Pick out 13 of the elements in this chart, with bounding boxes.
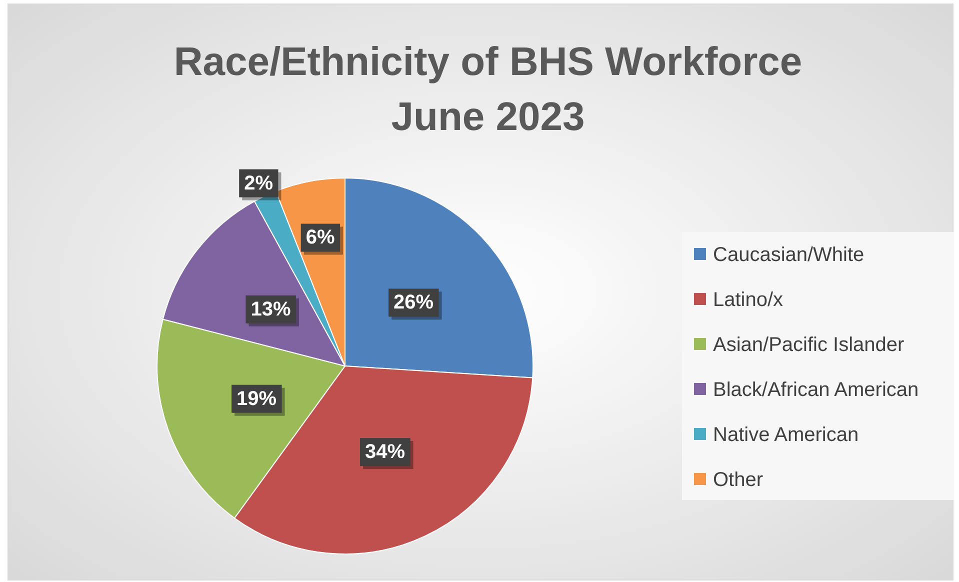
data-label: 6% — [306, 226, 336, 249]
data-label: 2% — [244, 172, 274, 194]
chart-title: Race/Ethnicity of BHS Workforce June 2023 — [174, 40, 802, 139]
legend-label: Native American — [713, 424, 859, 446]
data-label: 19% — [236, 388, 277, 410]
legend-label: Caucasian/White — [713, 244, 864, 266]
data-label: 34% — [365, 441, 406, 464]
legend-label: Black/African American — [713, 379, 919, 401]
data-label: 26% — [394, 292, 434, 314]
legend-label: Latino/x — [713, 289, 784, 311]
legend-label: Asian/Pacific Islander — [713, 334, 905, 356]
data-label: 13% — [250, 298, 291, 320]
legend-label: Other — [713, 469, 764, 491]
